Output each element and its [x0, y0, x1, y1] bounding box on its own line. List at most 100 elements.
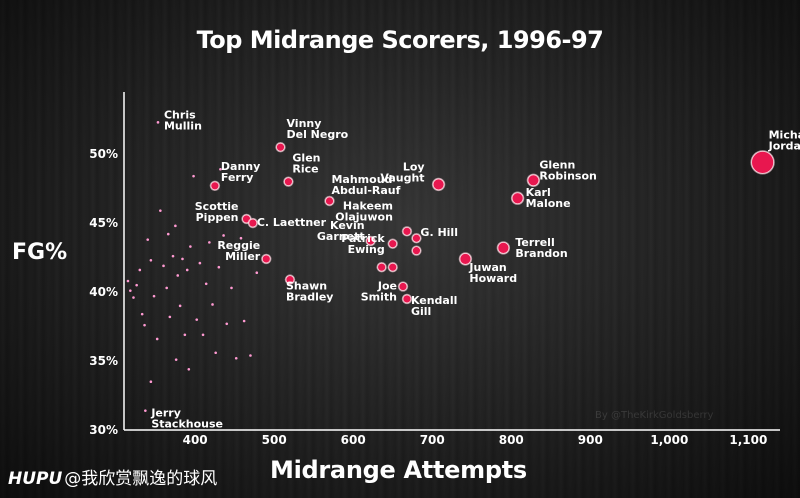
minor-point [144, 409, 147, 412]
data-point [527, 174, 540, 187]
point-label: Kendall [411, 294, 457, 307]
data-point [325, 196, 334, 206]
data-point [210, 181, 220, 191]
point-label: Ferry [221, 171, 254, 184]
y-tick-label: 45% [89, 216, 118, 230]
data-point [398, 282, 408, 291]
minor-point [242, 319, 246, 323]
labeled-points [209, 141, 775, 305]
minor-point [189, 245, 192, 248]
data-point [388, 262, 398, 272]
point-label: Robinson [539, 169, 596, 182]
minor-point [234, 356, 238, 360]
point-label: Jordan [768, 139, 800, 152]
minor-point [222, 234, 225, 237]
data-point [248, 218, 258, 228]
point-label: Juwan [468, 261, 506, 274]
x-tick-label: 500 [262, 433, 287, 447]
data-point [511, 192, 524, 205]
minor-point [208, 241, 211, 244]
point-label: Miller [225, 250, 261, 263]
minor-point [143, 323, 146, 327]
point-label: Rice [292, 163, 318, 176]
minor-point [185, 268, 189, 272]
data-point [412, 233, 421, 243]
data-point [497, 241, 510, 254]
minor-point [204, 282, 208, 286]
data-point [377, 262, 387, 272]
point-label: Loy [403, 160, 425, 173]
point-label: Gill [411, 305, 431, 318]
point-label: Kevin [330, 219, 365, 232]
minor-point-label: Chris [164, 108, 196, 121]
point-label: C. Laettner [257, 216, 327, 229]
data-point [283, 177, 293, 187]
minor-point [183, 333, 187, 337]
minor-point-label: Stackhouse [151, 418, 223, 431]
point-label: Brandon [515, 247, 567, 260]
data-point [261, 254, 271, 264]
point-label: Reggie [217, 239, 260, 252]
x-tick-label: 1,000 [650, 433, 688, 447]
minor-point-label: Jerry [150, 407, 181, 420]
minor-point [195, 318, 199, 321]
minor-point [171, 254, 175, 258]
point-label: Shawn [286, 280, 327, 293]
point-label: Patrick [341, 232, 385, 245]
minor-point [225, 322, 229, 326]
y-tick-label: 50% [89, 147, 118, 161]
data-point [388, 239, 398, 249]
data-point [402, 226, 412, 236]
point-label: Vinny [286, 117, 321, 130]
chart-title: Top Midrange Scorers, 1996-97 [196, 26, 604, 54]
minor-point [255, 271, 259, 275]
minor-point [198, 261, 202, 265]
data-point [432, 178, 445, 191]
minor-point [162, 264, 165, 268]
point-label: Del Negro [286, 128, 348, 141]
data-point [459, 253, 472, 265]
chart-credit: By @TheKirkGoldsberry [595, 410, 714, 421]
minor-point [165, 286, 168, 290]
x-tick-label: 800 [499, 433, 524, 447]
point-label: Garnett [317, 230, 365, 243]
minor-point [168, 315, 172, 319]
point-label: Vaught [380, 171, 424, 184]
x-tick-label: 900 [578, 433, 603, 447]
data-point [412, 246, 421, 256]
minor-point [219, 167, 222, 171]
minor-points [126, 121, 259, 412]
point-label: Olajuwon [335, 210, 393, 223]
point-label: Abdul-Rauf [331, 184, 400, 197]
minor-point [176, 274, 180, 277]
minor-point [149, 380, 153, 384]
data-point [366, 236, 375, 246]
minor-point [211, 303, 214, 306]
minor-point [239, 236, 243, 240]
data-point [285, 275, 295, 285]
minor-point [214, 351, 217, 355]
minor-point [174, 358, 178, 361]
point-label: Hakeem [343, 199, 393, 212]
minor-point [132, 296, 135, 299]
data-point [276, 142, 285, 152]
x-tick-label: 700 [420, 433, 445, 447]
watermark: HUPU @我欣赏飘逸的球风 [8, 464, 217, 489]
point-label: Ewing [348, 243, 385, 256]
minor-point [138, 268, 142, 272]
point-label: Scottie [195, 200, 239, 213]
y-axis-label: FG% [12, 240, 68, 265]
minor-point [156, 121, 160, 124]
minor-point [126, 279, 130, 283]
point-label: Malone [526, 197, 571, 210]
x-axis-label: Midrange Attempts [270, 456, 527, 484]
minor-point [129, 289, 132, 292]
minor-point [140, 312, 144, 316]
x-tick-label: 600 [341, 433, 366, 447]
point-label: Howard [469, 272, 517, 285]
minor-point [155, 337, 159, 341]
point-label: G. Hill [420, 226, 458, 239]
minor-point [152, 294, 156, 298]
watermark-brand: HUPU [8, 469, 63, 489]
minor-point [159, 209, 162, 212]
